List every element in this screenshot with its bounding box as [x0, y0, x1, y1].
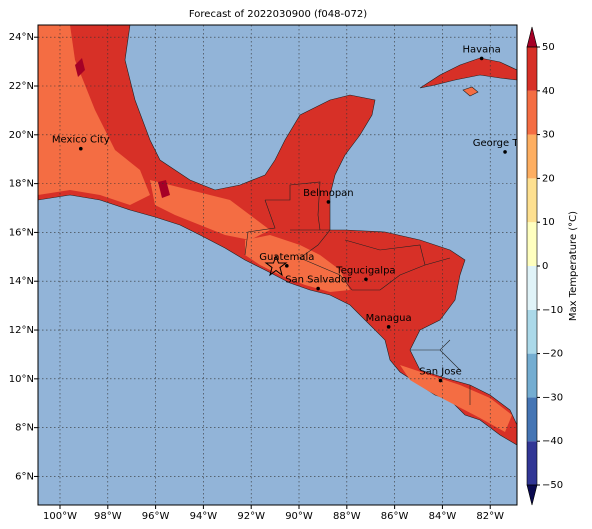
- colorbar-bin: [527, 309, 537, 354]
- lon-tick-label: 90°W: [285, 511, 313, 522]
- map-frame: [37, 24, 518, 506]
- city-dot: [479, 56, 484, 61]
- lon-tick-label: 88°W: [333, 511, 361, 522]
- colorbar-tick-label: 10: [542, 217, 555, 228]
- lon-tick-label: 82°W: [476, 511, 504, 522]
- gridlines: [38, 25, 517, 505]
- land-warm: [38, 25, 150, 205]
- lon-tick-label: 84°W: [429, 511, 457, 522]
- borders: [244, 181, 471, 405]
- lat-tick-label: 20°N: [9, 130, 34, 141]
- city-label: Managua: [366, 313, 412, 324]
- city-label: San Jose: [419, 367, 461, 378]
- colorbar-label: Max Temperature (°C): [568, 211, 579, 321]
- colorbar-under: [526, 484, 538, 506]
- city-label: Guatemala: [259, 252, 314, 263]
- lon-tick-label: 94°W: [190, 511, 218, 522]
- axes: 100°W 98°W 96°W 94°W 92°W 90°W 88°W 86°W 84°W 82°…: [9, 32, 504, 522]
- city-label: Belmopan: [303, 188, 353, 199]
- colorbar-tick-label: −40: [542, 436, 563, 447]
- lat-tick-label: 12°N: [9, 325, 34, 336]
- lon-tick-label: 98°W: [94, 511, 122, 522]
- lat-tick-label: 10°N: [9, 374, 34, 385]
- colorbar-bin: [527, 134, 537, 179]
- lon-tick-label: 86°W: [381, 511, 409, 522]
- colorbar-tick-label: 50: [542, 42, 555, 53]
- colorbar-bin: [527, 353, 537, 398]
- colorbar-bin: [527, 397, 537, 442]
- city-label: Tegucigalpa: [335, 265, 395, 276]
- colorbar: −50 −40 −30 −20 −10 0 10 20 30 40 50 Max Temperatur…: [526, 26, 579, 506]
- land: [38, 25, 517, 446]
- colorbar-bin: [527, 90, 537, 135]
- city-dot: [364, 277, 368, 282]
- star-marker: [264, 254, 288, 277]
- colorbar-tick-label: −10: [542, 305, 563, 316]
- colorbar-tick-label: 0: [542, 261, 548, 272]
- city-dot: [438, 378, 443, 383]
- city-dot: [326, 200, 331, 204]
- land-warm: [150, 180, 270, 240]
- colorbar-tick-label: −20: [542, 349, 563, 360]
- lat-tick-label: 6°N: [15, 471, 34, 482]
- city-label: San Salvador: [285, 275, 352, 286]
- city-dot: [285, 264, 289, 268]
- land-hot: [75, 58, 85, 77]
- city-dot: [316, 286, 320, 291]
- lat-tick-label: 14°N: [9, 276, 34, 287]
- city-label: George Town: [473, 138, 538, 149]
- land-warm: [400, 365, 512, 432]
- colorbar-tick-label: −30: [542, 392, 563, 403]
- colorbar-tick-label: −50: [542, 480, 563, 491]
- colorbar-bin: [527, 178, 537, 223]
- city-dot: [386, 325, 391, 329]
- city-dot: [503, 150, 507, 154]
- island: [462, 86, 479, 97]
- lon-tick-label: 100°W: [43, 511, 77, 522]
- colorbar-bin: [527, 222, 537, 266]
- colorbar-bin: [527, 441, 537, 485]
- city-label: Havana: [463, 44, 501, 55]
- land-warm: [245, 235, 350, 292]
- lat-tick-label: 16°N: [9, 227, 34, 238]
- title: Forecast of 2022030900 (f048-072): [189, 9, 367, 20]
- colorbar-tick-label: 20: [542, 173, 555, 184]
- map-area: Havana Mexico City George Town Belmopan Guat…: [38, 25, 538, 505]
- city-label: Mexico City: [52, 135, 110, 146]
- island: [419, 57, 517, 89]
- lat-tick-label: 18°N: [9, 179, 34, 190]
- city-dot: [78, 146, 83, 151]
- colorbar-tick-label: 40: [542, 86, 555, 97]
- lat-tick-label: 8°N: [15, 423, 34, 434]
- land-hot: [158, 180, 170, 198]
- colorbar-tick-label: 30: [542, 130, 555, 141]
- lat-tick-label: 22°N: [9, 81, 34, 92]
- colorbar-bin: [527, 266, 537, 310]
- lat-tick-label: 24°N: [9, 32, 34, 43]
- lon-tick-label: 92°W: [237, 511, 265, 522]
- cities: Havana Mexico City George Town Belmopan Guat…: [52, 44, 538, 383]
- colorbar-bin: [527, 47, 537, 91]
- lon-tick-label: 96°W: [142, 511, 170, 522]
- colorbar-over: [526, 26, 538, 48]
